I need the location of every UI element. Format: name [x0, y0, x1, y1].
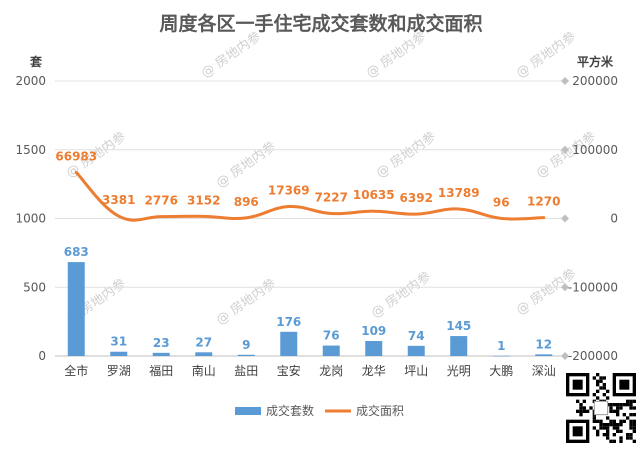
line-data-label: 13789	[438, 186, 480, 200]
watermarks: @ 房地内参 @ 房地内参 @ 房地内参@ 房地内参 @ 房地内参 @ 房地内参 @ 房地…	[63, 29, 599, 329]
bar-series	[67, 262, 553, 357]
line-data-label: 3381	[102, 193, 135, 207]
bar-data-label: 1	[497, 339, 505, 353]
left-tick-label: 1000	[15, 212, 46, 226]
line-data-label: 1270	[527, 195, 560, 209]
bar	[195, 352, 213, 356]
line-data-label: 896	[234, 195, 259, 209]
chart-title: 周度各区一手住宅成交套数和成交面积	[159, 12, 482, 35]
x-tick-label: 罗湖	[107, 363, 131, 378]
watermark-text: @ 房地内参	[513, 29, 579, 82]
x-tick-label: 坪山	[404, 364, 428, 378]
bar	[322, 345, 340, 356]
watermark-text: @ 房地内参	[213, 276, 279, 329]
bar-data-label: 76	[323, 329, 340, 343]
x-tick-label: 宝安	[277, 363, 301, 378]
bar	[492, 355, 510, 357]
x-tick-label: 全市	[64, 363, 88, 378]
bar	[365, 341, 383, 356]
bar-data-label: 109	[361, 324, 386, 338]
left-tick-label: 1500	[15, 143, 46, 157]
bar	[280, 331, 298, 356]
right-tick-marker	[561, 145, 569, 154]
bar	[237, 354, 255, 356]
x-tick-label: 深汕	[532, 364, 556, 378]
bar	[450, 336, 468, 356]
x-tick-label: 盐田	[234, 364, 258, 378]
x-tick-label: 南山	[192, 363, 216, 378]
bar-data-label: 27	[195, 335, 212, 349]
left-tick-label: 2000	[15, 74, 46, 88]
legend-bar-label: 成交套数	[266, 403, 314, 418]
watermark-text: @ 房地内参	[363, 29, 429, 82]
right-tick-label: 0	[610, 212, 618, 226]
bar	[407, 345, 425, 356]
legend-line-label: 成交面积	[356, 403, 404, 418]
line-data-label: 7227	[315, 191, 348, 205]
left-axis-ticks: 0 500 1000 1500 2000	[15, 74, 46, 363]
bar	[110, 351, 128, 356]
left-axis-label: 套	[29, 54, 43, 69]
gridlines	[55, 80, 565, 357]
x-tick-label: 光明	[447, 364, 471, 378]
right-tick-label: -100000	[568, 280, 618, 294]
bar-data-label: 9	[242, 338, 250, 352]
bar-data-label: 145	[446, 319, 471, 333]
x-tick-label: 福田	[149, 363, 173, 378]
right-tick-marker	[561, 283, 569, 292]
qr-code	[566, 373, 636, 443]
watermark-text: @ 房地内参	[198, 29, 264, 82]
line-data-label: 3152	[187, 193, 220, 207]
legend-bar-swatch	[235, 407, 261, 415]
bar	[535, 354, 553, 356]
bar-data-label: 31	[110, 335, 127, 349]
x-tick-label: 龙岗	[319, 364, 343, 378]
right-axis-label: 平方米	[577, 54, 614, 69]
x-axis-ticks: 全市 罗湖 福田 南山 盐田 宝安 龙岗 龙华 坪山 光明 大鹏 深汕	[64, 363, 556, 378]
line-data-label: 10635	[353, 188, 395, 202]
bar-data-label: 23	[153, 336, 170, 350]
line-data-label: 17369	[268, 184, 310, 198]
legend: 成交套数 成交面积	[235, 403, 404, 418]
line-data-label: 66983	[55, 149, 97, 163]
watermark-text: @ 房地内参	[368, 269, 434, 322]
bar-data-labels: 683 31 23 27 9 176 76 109 74 145 1 12	[64, 245, 552, 353]
line-data-labels: 66983 3381 2776 3152 896 17369 7227 10635 6392 13…	[55, 149, 560, 209]
right-tick-label: 200000	[572, 74, 618, 88]
bar-data-label: 74	[408, 329, 425, 343]
line-data-label: 2776	[145, 194, 178, 208]
bar-data-label: 176	[276, 315, 301, 329]
right-tick-marker	[561, 352, 569, 360]
bar-data-label: 12	[535, 337, 552, 351]
x-tick-label: 龙华	[362, 364, 386, 378]
bar	[152, 352, 170, 356]
bar-data-label: 683	[64, 245, 89, 259]
right-tick-label: 100000	[572, 143, 618, 157]
right-tick-label: -200000	[568, 349, 618, 363]
area-line	[74, 170, 546, 222]
right-axis-ticks: -200000 -100000 0 100000 200000	[561, 74, 618, 363]
left-tick-label: 500	[23, 280, 46, 294]
watermark-text: @ 房地内参	[373, 129, 439, 182]
line-data-label: 6392	[400, 191, 433, 205]
right-tick-marker	[561, 77, 569, 85]
line-data-label: 96	[493, 195, 510, 209]
right-tick-marker	[561, 214, 569, 223]
left-tick-label: 0	[38, 349, 46, 363]
bar	[67, 262, 85, 356]
x-tick-label: 大鹏	[489, 364, 513, 378]
